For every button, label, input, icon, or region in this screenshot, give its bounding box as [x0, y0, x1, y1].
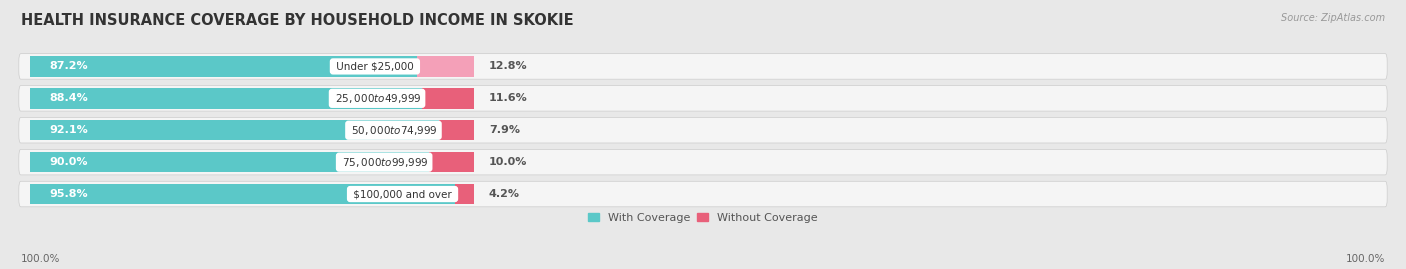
Text: $100,000 and over: $100,000 and over — [350, 189, 456, 199]
Text: Under $25,000: Under $25,000 — [333, 61, 418, 72]
Bar — [439, 120, 474, 140]
Text: $25,000 to $49,999: $25,000 to $49,999 — [332, 92, 422, 105]
FancyBboxPatch shape — [18, 181, 1388, 207]
Text: 10.0%: 10.0% — [489, 157, 527, 167]
Text: 7.9%: 7.9% — [489, 125, 520, 135]
Text: 92.1%: 92.1% — [49, 125, 89, 135]
Text: 11.6%: 11.6% — [489, 93, 527, 103]
Text: $75,000 to $99,999: $75,000 to $99,999 — [339, 156, 429, 169]
Bar — [456, 184, 474, 204]
Text: HEALTH INSURANCE COVERAGE BY HOUSEHOLD INCOME IN SKOKIE: HEALTH INSURANCE COVERAGE BY HOUSEHOLD I… — [21, 13, 574, 29]
Text: 90.0%: 90.0% — [49, 157, 89, 167]
Text: $50,000 to $74,999: $50,000 to $74,999 — [349, 124, 439, 137]
Bar — [429, 152, 474, 172]
Text: 88.4%: 88.4% — [49, 93, 89, 103]
Bar — [31, 184, 456, 204]
FancyBboxPatch shape — [18, 86, 1388, 111]
Text: 4.2%: 4.2% — [489, 189, 520, 199]
FancyBboxPatch shape — [18, 118, 1388, 143]
Text: 95.8%: 95.8% — [49, 189, 89, 199]
FancyBboxPatch shape — [18, 149, 1388, 175]
Text: Source: ZipAtlas.com: Source: ZipAtlas.com — [1281, 13, 1385, 23]
Text: 100.0%: 100.0% — [21, 254, 60, 264]
Legend: With Coverage, Without Coverage: With Coverage, Without Coverage — [583, 208, 823, 228]
Bar — [418, 56, 474, 77]
Text: 100.0%: 100.0% — [1346, 254, 1385, 264]
Bar — [422, 88, 474, 108]
Bar — [31, 120, 439, 140]
Bar — [31, 152, 429, 172]
Text: 12.8%: 12.8% — [489, 61, 527, 72]
Text: 87.2%: 87.2% — [49, 61, 89, 72]
Bar — [31, 88, 422, 108]
FancyBboxPatch shape — [18, 54, 1388, 79]
Bar — [31, 56, 418, 77]
